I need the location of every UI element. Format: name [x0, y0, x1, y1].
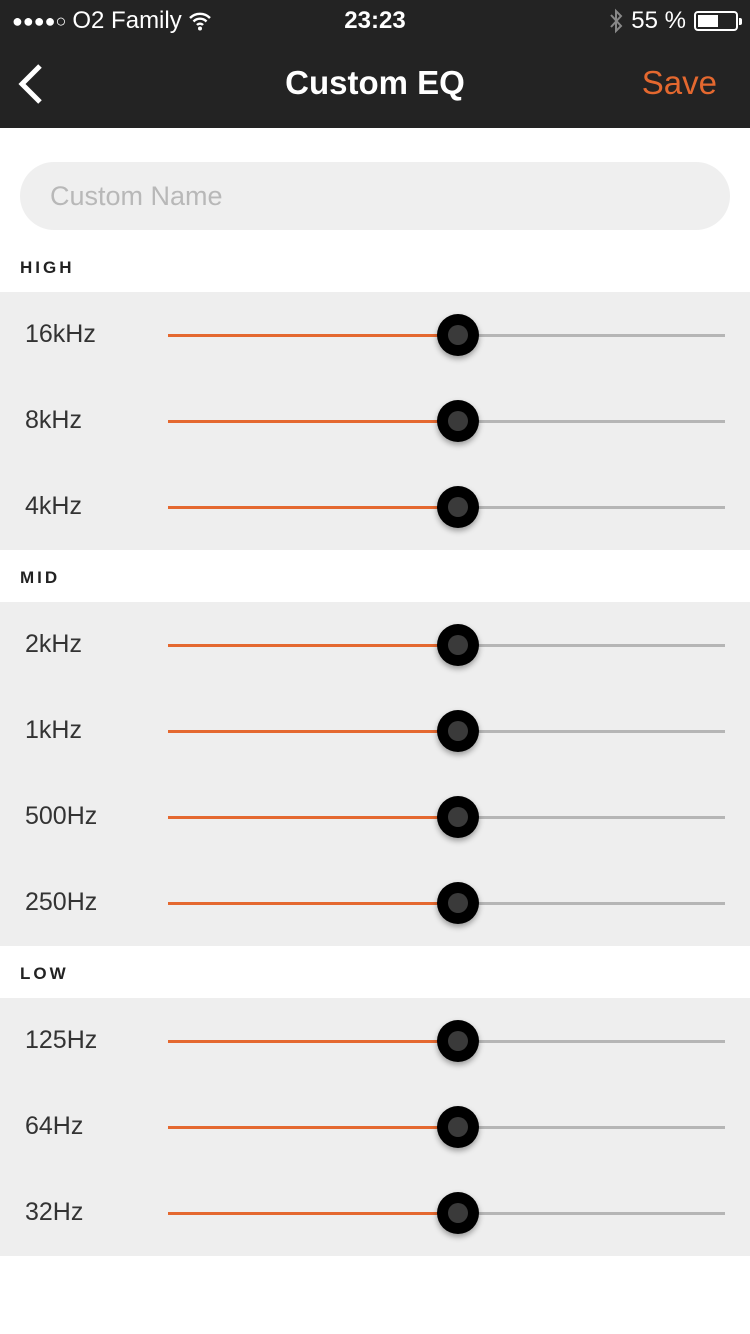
band-label: 16kHz: [25, 320, 96, 348]
eq-band-row: 64Hz: [0, 1084, 750, 1170]
band-label: 1kHz: [25, 716, 82, 744]
eq-band-row: 16kHz: [0, 292, 750, 378]
battery-percent: 55 %: [631, 7, 686, 34]
slider-fill: [168, 730, 458, 733]
band-label: 125Hz: [25, 1026, 98, 1054]
slider-fill: [168, 420, 458, 423]
eq-band-row: 500Hz: [0, 774, 750, 860]
section-header-high: HIGH: [20, 258, 75, 277]
band-label: 500Hz: [25, 802, 98, 830]
slider-fill: [168, 816, 458, 819]
slider-thumb[interactable]: [436, 314, 479, 356]
eq-band-row: 8kHz: [0, 378, 750, 464]
eq-band-row: 4kHz: [0, 464, 750, 550]
slider-fill: [168, 1212, 458, 1215]
band-slider[interactable]: [168, 624, 725, 666]
slider-thumb[interactable]: [436, 1192, 479, 1234]
nav-bar: Custom EQ Save: [0, 40, 750, 128]
band-slider[interactable]: [168, 314, 725, 356]
slider-thumb[interactable]: [436, 624, 479, 666]
custom-name-input[interactable]: [20, 162, 730, 230]
save-button[interactable]: Save: [641, 64, 717, 101]
eq-band-row: 2kHz: [0, 602, 750, 688]
band-slider[interactable]: [168, 400, 725, 442]
slider-thumb[interactable]: [436, 1106, 479, 1148]
band-slider[interactable]: [168, 796, 725, 838]
band-label: 250Hz: [25, 888, 98, 916]
slider-fill: [168, 506, 458, 509]
wifi-icon: [188, 12, 211, 31]
eq-band-row: 32Hz: [0, 1170, 750, 1256]
page-title: Custom EQ: [285, 64, 465, 101]
slider-fill: [168, 644, 458, 647]
band-slider[interactable]: [168, 710, 725, 752]
band-group: 125Hz 64Hz 32Hz: [0, 998, 750, 1256]
signal-icon: ●●●●○: [12, 10, 67, 31]
band-slider[interactable]: [168, 882, 725, 924]
battery-icon: [694, 11, 742, 31]
eq-band-row: 250Hz: [0, 860, 750, 946]
band-slider[interactable]: [168, 1106, 725, 1148]
section-header-mid: MID: [20, 568, 61, 587]
slider-fill: [168, 334, 458, 337]
slider-thumb[interactable]: [436, 486, 479, 528]
band-label: 8kHz: [25, 406, 82, 434]
section-header-low: LOW: [20, 964, 69, 983]
slider-thumb[interactable]: [436, 1020, 479, 1062]
band-slider[interactable]: [168, 1020, 725, 1062]
band-slider[interactable]: [168, 486, 725, 528]
band-label: 4kHz: [25, 492, 82, 520]
slider-fill: [168, 902, 458, 905]
slider-thumb[interactable]: [436, 882, 479, 924]
clock: 23:23: [344, 7, 406, 34]
slider-thumb[interactable]: [436, 796, 479, 838]
carrier: O2 Family: [72, 7, 182, 34]
bluetooth-icon: [610, 8, 623, 34]
band-label: 2kHz: [25, 630, 82, 658]
band-group: 16kHz 8kHz 4kHz: [0, 292, 750, 550]
band-slider[interactable]: [168, 1192, 725, 1234]
eq-band-row: 125Hz: [0, 998, 750, 1084]
slider-fill: [168, 1126, 458, 1129]
slider-thumb[interactable]: [436, 400, 479, 442]
band-label: 64Hz: [25, 1112, 84, 1140]
band-label: 32Hz: [25, 1198, 84, 1226]
header: ●●●●○ O2 Family 23:23 55 % Custom EQ Save: [0, 0, 750, 128]
slider-fill: [168, 1040, 458, 1043]
slider-thumb[interactable]: [436, 710, 479, 752]
band-group: 2kHz 1kHz 500Hz 250Hz: [0, 602, 750, 946]
eq-band-row: 1kHz: [0, 688, 750, 774]
back-chevron-icon[interactable]: [14, 60, 54, 108]
status-bar: ●●●●○ O2 Family 23:23 55 %: [0, 0, 750, 40]
